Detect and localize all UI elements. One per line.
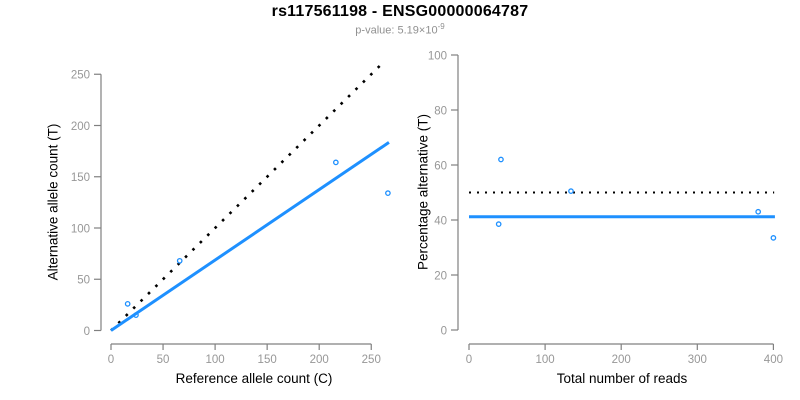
- y-tick-label: 100: [428, 50, 447, 62]
- pvalue-text: p-value: 5.19×10: [355, 24, 438, 37]
- figure-subtitle: p-value: 5.19×10-9: [0, 22, 800, 37]
- data-point: [495, 221, 502, 227]
- x-tick-label: 400: [764, 354, 783, 366]
- data-point: [498, 156, 504, 163]
- data-point: [568, 188, 574, 194]
- left-y-axis-title: Alternative allele count (T): [45, 123, 61, 281]
- data-point: [755, 208, 762, 215]
- right-x-axis-title: Total number of reads: [556, 371, 688, 386]
- y-tick-label: 40: [434, 215, 447, 227]
- y-tick-label: 0: [441, 325, 447, 337]
- data-point: [385, 190, 391, 196]
- y-tick-label: 50: [77, 275, 90, 287]
- x-tick-label: 200: [310, 354, 329, 366]
- x-tick-label: 300: [688, 354, 707, 366]
- data-point: [333, 159, 339, 166]
- data-point: [770, 235, 777, 241]
- x-tick-label: 0: [466, 354, 472, 366]
- x-tick-label: 50: [157, 354, 170, 366]
- y-tick-label: 100: [71, 223, 90, 235]
- left-x-axis-title: Reference allele count (C): [175, 371, 333, 386]
- x-tick-label: 100: [206, 354, 225, 366]
- x-tick-label: 100: [536, 354, 555, 366]
- y-tick-label: 80: [434, 105, 447, 117]
- x-tick-label: 200: [612, 354, 631, 366]
- y-tick-label: 60: [434, 160, 447, 172]
- x-tick-label: 0: [108, 354, 114, 366]
- x-tick-label: 250: [362, 354, 381, 366]
- y-tick-label: 20: [434, 270, 447, 282]
- y-tick-label: 0: [84, 326, 90, 338]
- pvalue-exponent: -9: [437, 22, 445, 31]
- y-tick-label: 200: [71, 121, 90, 133]
- right-y-axis-title: Percentage alternative (T): [415, 113, 431, 271]
- y-tick-label: 250: [71, 70, 90, 82]
- x-tick-label: 150: [258, 354, 277, 366]
- y-tick-label: 150: [71, 172, 90, 184]
- identity-line: [110, 61, 385, 332]
- data-point: [133, 312, 139, 318]
- regression-line: [110, 141, 390, 332]
- data-point: [124, 300, 131, 307]
- data-point: [176, 257, 183, 264]
- figure-title: rs117561198 - ENSG00000064787: [271, 3, 529, 20]
